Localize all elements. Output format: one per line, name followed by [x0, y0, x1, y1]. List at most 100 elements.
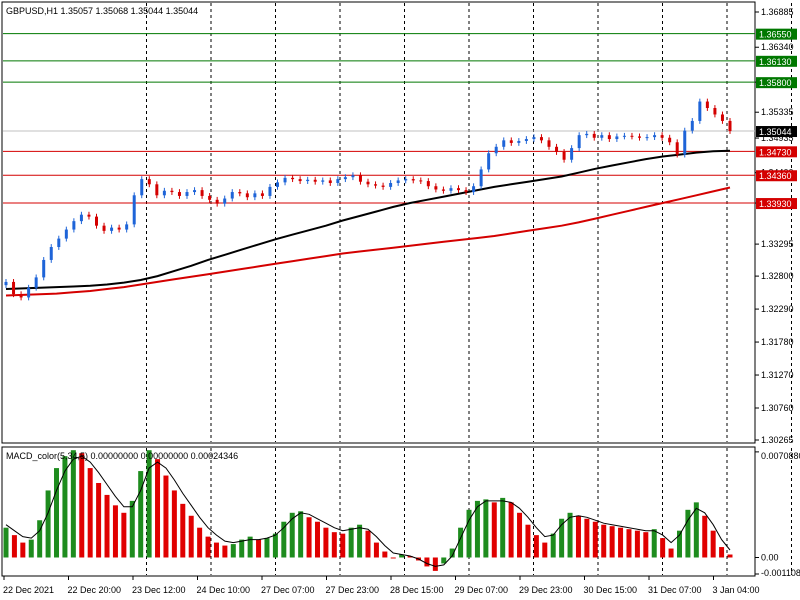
macd-bar: [306, 517, 312, 558]
candle-body: [291, 177, 295, 180]
candle-body: [34, 277, 38, 288]
macd-bar: [121, 512, 127, 558]
time-tick-label: 3 Jan 04:00: [713, 585, 760, 595]
macd-bar: [28, 539, 34, 558]
candle-body: [223, 198, 227, 204]
candle-body: [358, 175, 362, 182]
vertical-grid: [146, 3, 792, 575]
macd-bar: [163, 475, 169, 558]
candle-body: [12, 281, 16, 295]
macd-bar: [676, 530, 682, 558]
candle-body: [517, 140, 521, 143]
level-label: 1.33930: [759, 199, 792, 209]
candle-body: [132, 195, 136, 225]
candles: [4, 98, 732, 301]
macd-bar: [609, 526, 615, 558]
macd-bar: [79, 453, 85, 558]
candle-body: [283, 177, 287, 183]
candle-body: [64, 229, 68, 239]
candle-body: [479, 169, 483, 187]
macd-bar: [668, 548, 674, 558]
candle-body: [49, 247, 53, 260]
macd-bar: [424, 557, 430, 567]
candle-body: [79, 214, 83, 222]
horizontal-levels: [3, 33, 755, 204]
macd-bar: [348, 527, 354, 558]
macd-bar: [432, 557, 438, 571]
macd-bar: [567, 512, 573, 558]
candle-body: [102, 225, 106, 231]
moving-average-line: [5, 149, 731, 290]
candle-body: [162, 190, 166, 196]
moving-average-line: [5, 186, 731, 297]
level-label-box: [756, 55, 797, 67]
level-label-box: [756, 77, 797, 89]
macd-bar: [559, 518, 565, 558]
candle-body: [336, 179, 340, 184]
candle-body: [117, 227, 121, 230]
time-tick-label: 22 Dec 20:00: [68, 585, 122, 595]
macd-bar: [357, 524, 363, 558]
current-price-box: [756, 126, 797, 138]
macd-bar: [727, 554, 733, 558]
candle-body: [532, 137, 536, 140]
candle-body: [366, 181, 370, 185]
candle-body: [592, 133, 596, 138]
candle-body: [577, 135, 581, 149]
macd-bar: [37, 520, 43, 558]
time-tick-label: 29 Dec 07:00: [455, 585, 509, 595]
macd-bar: [11, 535, 17, 558]
candle-body: [434, 186, 438, 190]
level-label-box: [756, 198, 797, 210]
candle-body: [87, 214, 91, 217]
candle-body: [487, 153, 491, 170]
macd-bar: [129, 500, 135, 558]
macd-bar: [104, 494, 110, 558]
candle-body: [72, 221, 76, 230]
candle-body: [155, 184, 159, 196]
main-panel: [1, 1, 756, 444]
candle-body: [276, 182, 279, 187]
candle-body: [253, 193, 257, 198]
candle-body: [660, 135, 664, 138]
macd-bar: [331, 532, 337, 558]
candle-body: [343, 177, 347, 180]
macd-bar: [508, 502, 514, 558]
macd-bar: [441, 557, 447, 564]
level-label: 1.35800: [759, 78, 792, 88]
macd-bar: [188, 515, 194, 558]
level-label-box: [756, 146, 797, 158]
candle-body: [638, 136, 641, 138]
candle-body: [125, 224, 129, 230]
macd-bar: [146, 450, 152, 558]
candle-body: [705, 101, 709, 109]
level-label: 1.34730: [759, 147, 792, 157]
candle-body: [524, 139, 528, 141]
candle-body: [298, 179, 302, 182]
macd-bar: [314, 521, 320, 558]
time-tick-label: 24 Dec 10:00: [197, 585, 251, 595]
macd-bar: [171, 490, 177, 558]
level-label: 1.34360: [759, 171, 792, 181]
macd-bar: [256, 539, 262, 558]
macd-bar: [230, 544, 236, 558]
macd-bar: [634, 530, 640, 558]
macd-bar: [626, 529, 632, 558]
candle-body: [57, 238, 61, 248]
price-tick-label: 1.32800: [761, 271, 794, 281]
candle-body: [4, 281, 8, 286]
macd-bar: [466, 509, 472, 558]
price-tick-label: 1.33295: [761, 239, 794, 249]
candle-body: [19, 294, 23, 298]
macd-bar: [272, 533, 278, 558]
macd-bar: [601, 524, 607, 558]
candle-body: [728, 120, 732, 132]
macd-bar: [3, 527, 9, 558]
candle-body: [494, 146, 498, 154]
level-label: 1.36550: [759, 30, 792, 40]
macd-bar: [281, 521, 287, 558]
macd-bar: [239, 539, 245, 558]
candle-body: [381, 185, 385, 187]
macd-bar: [399, 554, 405, 558]
macd-bar: [719, 547, 725, 558]
